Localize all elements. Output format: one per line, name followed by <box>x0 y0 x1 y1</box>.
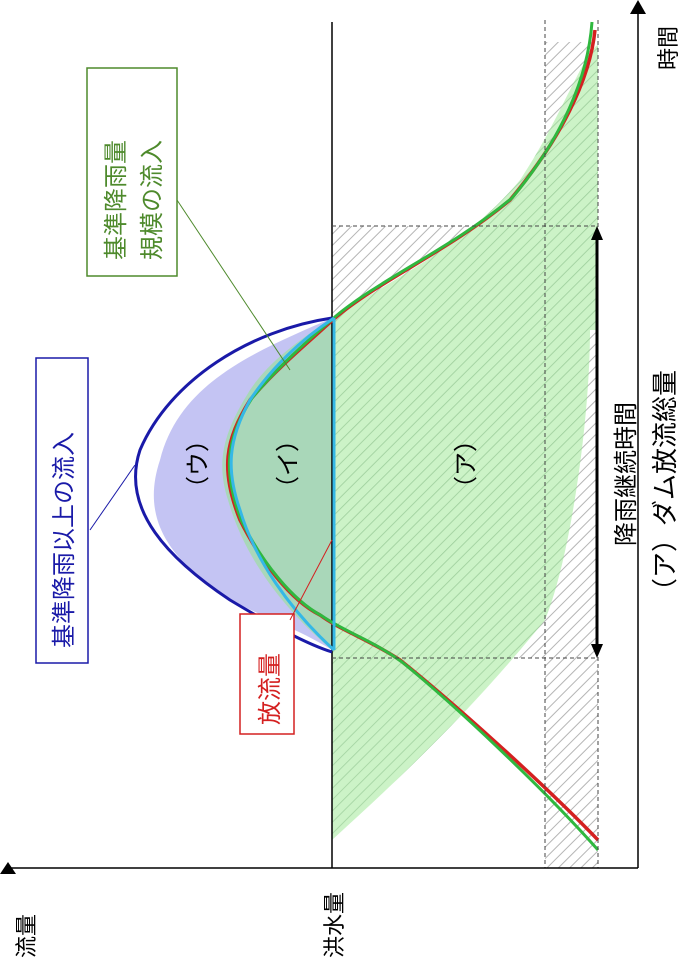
beyond-inflow-label: 基準降雨以上の流入 <box>50 432 78 648</box>
design-inflow-label-1: 基準降雨量 <box>102 140 130 260</box>
caption: （ア）ダム放流総量 <box>651 370 679 604</box>
discharge-leader <box>289 539 333 621</box>
y-axis-label: 流量 <box>15 914 40 958</box>
rotated-labels: 基準降雨以上の流入 放流量 基準降雨量 規模の流入 （ウ） （イ） （ア） 降雨… <box>15 26 679 958</box>
design-inflow-box <box>86 67 178 277</box>
discharge-label: 放流量 <box>256 653 284 725</box>
design-inflow-label-2: 規模の流入 <box>138 140 166 260</box>
beyond-leader <box>89 464 136 531</box>
discharge-box <box>239 613 295 735</box>
flood-label: 洪水量 <box>323 892 348 958</box>
design-leader <box>176 199 291 371</box>
beyond-inflow-box <box>35 357 89 664</box>
region-u-label: （ウ） <box>184 428 212 500</box>
x-axis-arrow <box>630 0 646 14</box>
y-axis-arrow <box>0 862 16 874</box>
region-a-fill <box>332 45 598 840</box>
region-a-label: （ア） <box>452 428 480 500</box>
x-axis-label: 時間 <box>657 26 679 70</box>
duration-label: 降雨継続時間 <box>612 402 640 546</box>
region-i-label: （イ） <box>274 428 302 500</box>
